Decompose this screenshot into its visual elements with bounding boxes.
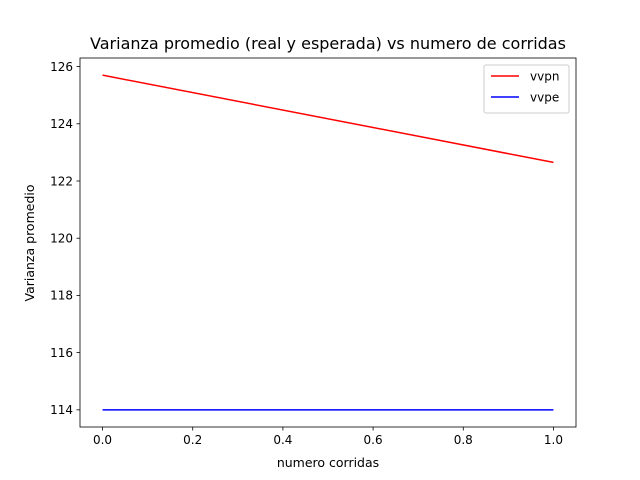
plot-frame xyxy=(79,57,577,428)
x-tick-label: 0.8 xyxy=(454,433,473,447)
legend-label-vvpe: vvpe xyxy=(530,90,559,104)
y-tick-label: 116 xyxy=(50,346,73,360)
x-tick-label: 0.0 xyxy=(93,433,112,447)
series-line-vvpn xyxy=(102,74,554,164)
x-tick-label: 0.2 xyxy=(183,433,202,447)
plot-area: 0.0 0.2 0.4 0.6 0.8 1.0 114 116 118 120 122 124 126 xyxy=(50,57,577,447)
y-tick-label: 122 xyxy=(50,174,73,188)
y-axis-label: Varianza promedio xyxy=(22,185,37,302)
chart-title: Varianza promedio (real y esperada) vs n… xyxy=(90,34,566,53)
x-axis-label: numero corridas xyxy=(277,455,379,470)
legend-label-vvpn: vvpn xyxy=(530,69,559,83)
x-tick-label: 1.0 xyxy=(544,433,563,447)
y-tick-label: 126 xyxy=(50,60,73,74)
y-tick-label: 120 xyxy=(50,232,73,246)
legend: vvpn vvpe xyxy=(483,64,570,114)
legend-box xyxy=(483,64,570,114)
x-tick-label: 0.6 xyxy=(364,433,383,447)
x-tick-label: 0.4 xyxy=(273,433,292,447)
y-tick-label: 114 xyxy=(50,403,73,417)
y-tick-label: 118 xyxy=(50,289,73,303)
y-tick-label: 124 xyxy=(50,117,73,131)
